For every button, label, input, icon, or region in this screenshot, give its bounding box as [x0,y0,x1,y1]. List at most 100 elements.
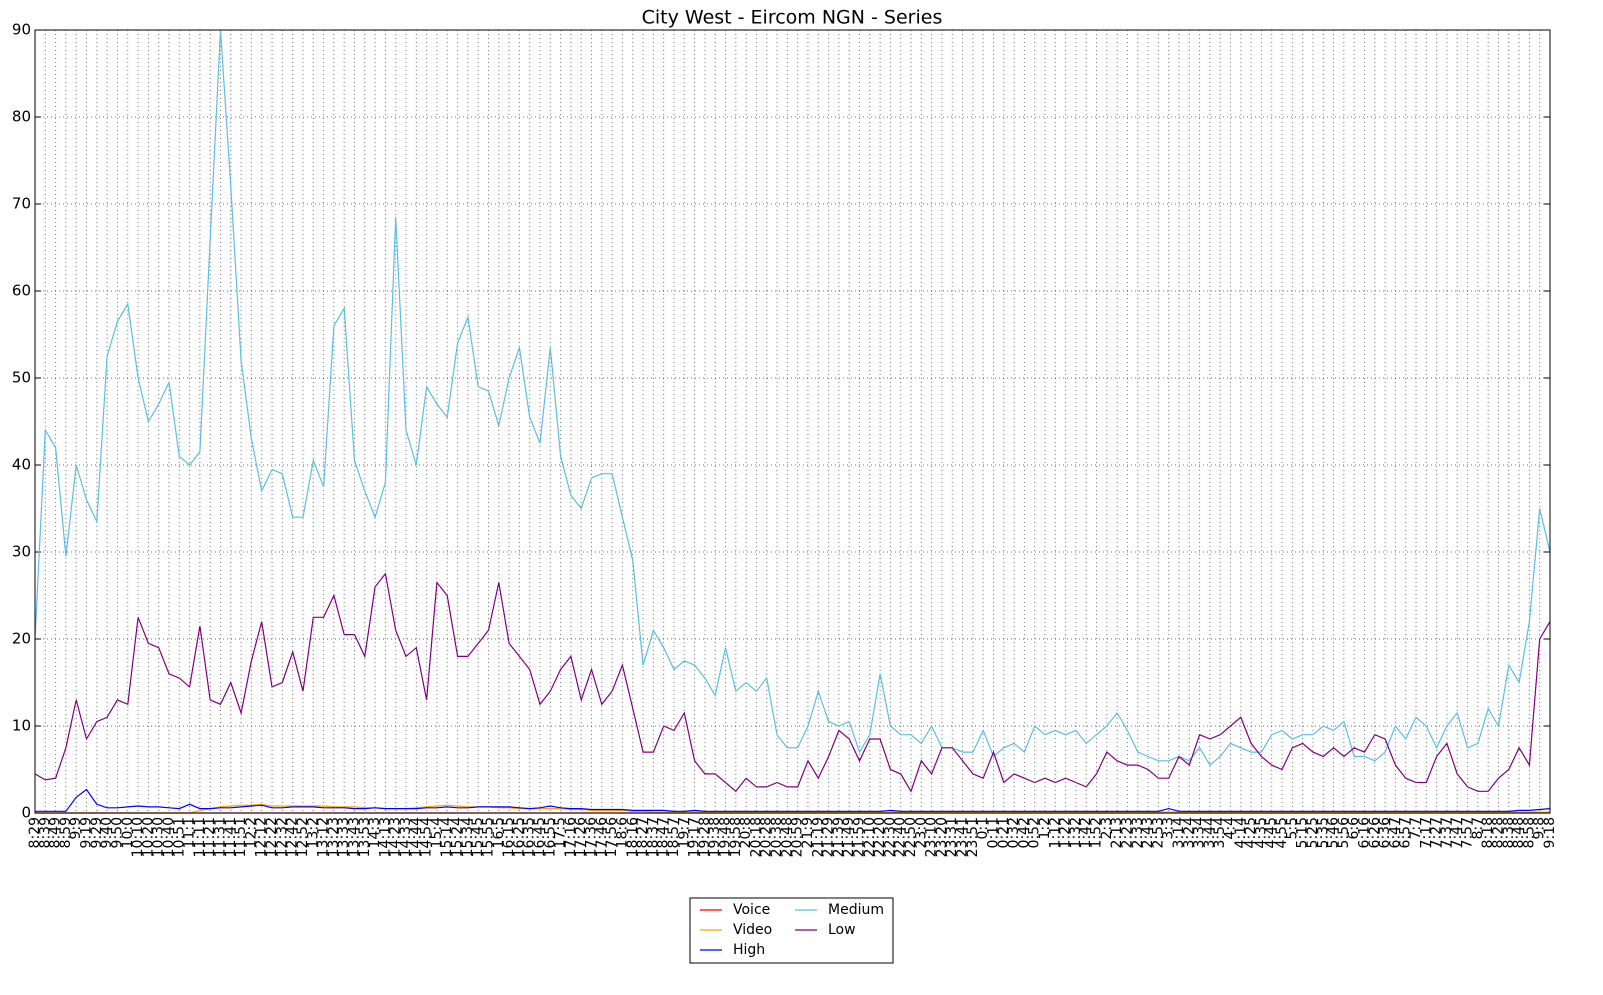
x-tick-label: 20:8 [738,817,754,848]
x-tick-label: 7:17 [1418,817,1434,848]
x-tick-label: 23:41 [955,817,971,857]
series-line [34,572,1551,793]
x-tick-label: 15:45 [470,817,486,857]
x-tick-label: 15:24 [450,817,466,857]
x-tick-label: 0:42 [1016,817,1032,848]
x-tick-label: 13:12 [316,817,332,857]
x-tick-label: 6:36 [1377,817,1393,849]
x-tick-label: 20:28 [759,817,775,857]
x-tick-label: 18:57 [666,817,682,857]
x-tick-label: 7:47 [1449,817,1465,848]
x-tick-label: 8:59 [58,817,74,848]
x-tick-label: 23:10 [924,817,940,857]
x-tick-label: 23:51 [965,817,981,857]
x-tick-label: 15:55 [480,817,496,857]
y-tick-label: 30 [12,543,31,561]
x-tick-label: 17:46 [594,817,610,857]
x-tick-label: 5:25 [1305,817,1321,848]
x-tick-label: 16:55 [542,817,558,857]
x-tick-label: 9:40 [99,817,115,848]
x-tick-label: 11:31 [213,817,229,857]
x-tick-label: 17:26 [573,817,589,857]
x-tick-label: 8:7 [1470,817,1486,840]
x-tick-label: 4:55 [1274,817,1290,848]
x-tick-label: 15:34 [460,817,476,857]
x-tick-label: 11:11 [192,817,208,857]
x-tick-label: 3:24 [1181,817,1197,849]
x-tick-label: 22:50 [903,817,919,857]
x-tick-label: 2:3 [1099,817,1115,840]
x-tick-label: 16:45 [532,817,548,857]
x-tick-label: 19:28 [697,817,713,857]
x-tick-label: 8:18 [1480,817,1496,848]
y-tick-label: 40 [12,456,31,474]
x-tick-label: 4:14 [1233,817,1249,849]
x-tick-label: 18:27 [635,817,651,857]
y-tick-label: 80 [12,108,31,126]
x-tick-label: 3:54 [1212,817,1228,849]
x-tick-label: 14:44 [408,817,424,857]
x-tick-label: 6:57 [1398,817,1414,848]
x-tick-label: 9:8 [1532,817,1548,840]
x-tick-label: 12:52 [295,817,311,857]
legend-label: Voice [733,902,770,918]
x-tick-label: 12:12 [254,817,270,857]
x-tick-label: 2:23 [1119,817,1135,848]
legend: Voice Video High Medium Low [689,897,894,964]
legend-box [689,897,894,964]
x-tick-label: 19:48 [718,817,734,857]
x-tick-label: 2:33 [1130,817,1146,848]
x-tick-label: 14:54 [419,817,435,857]
series-line [35,803,1550,814]
x-tick-label: 5:46 [1326,817,1342,849]
x-tick-label: 12:42 [285,817,301,857]
x-tick-label: 9:50 [109,817,125,848]
x-tick-label: 7:27 [1429,817,1445,848]
x-tick-label: 15:4 [429,817,445,849]
x-tick-label: 3:44 [1202,817,1218,849]
x-tick-label: 18:47 [656,817,672,857]
x-tick-label: 8:28 [1490,817,1506,848]
x-tick-label: 6:47 [1387,817,1403,848]
x-tick-label: 21:19 [810,817,826,857]
x-tick-label: 14:23 [388,817,404,857]
x-tick-label: 10:30 [151,817,167,857]
x-tick-label: 8:49 [48,817,64,848]
x-tick-label: 4:4 [1223,817,1239,840]
x-tick-label: 15:14 [439,817,455,857]
x-tick-label: 13:43 [346,817,362,857]
x-tick-label: 20:18 [748,817,764,857]
x-tick-label: 8:29 [27,817,43,848]
x-tick-label: 17:5 [553,817,569,848]
x-tick-label: 14:33 [398,817,414,857]
x-tick-label: 19:58 [728,817,744,857]
x-tick-label: 22:20 [872,817,888,857]
x-tick-label: 0:11 [985,817,1001,848]
x-tick-label: 22:10 [862,817,878,857]
x-tick-label: 12:32 [274,817,290,857]
x-tick-label: 17:56 [604,817,620,857]
x-tick-label: 10:0 [120,817,136,848]
x-tick-label: 20:59 [790,817,806,857]
legend-label: Medium [828,902,884,918]
x-tick-label: 12:22 [264,817,280,857]
x-tick-label: 2:43 [1140,817,1156,848]
x-tick-label: 2:13 [1109,817,1125,848]
x-tick-label: 13:53 [357,817,373,857]
x-tick-label: 8:39 [37,817,53,848]
x-tick-label: 16:35 [522,817,538,857]
x-tick-label: 1:32 [1068,817,1084,848]
chart-title: City West - Eircom NGN - Series [642,7,943,29]
x-tick-label: 19:38 [707,817,723,857]
x-tick-label: 8:38 [1501,817,1517,848]
x-tick-label: 8:48 [1511,817,1527,848]
x-tick-label: 11:41 [223,817,239,857]
series-line [34,29,1551,767]
x-tick-label: 7:57 [1460,817,1476,848]
x-tick-label: 16:25 [511,817,527,857]
y-tick-label: 60 [12,282,31,300]
x-tick-label: 17:16 [563,817,579,857]
x-tick-label: 5:35 [1315,817,1331,848]
x-tick-label: 1:2 [1037,817,1053,840]
